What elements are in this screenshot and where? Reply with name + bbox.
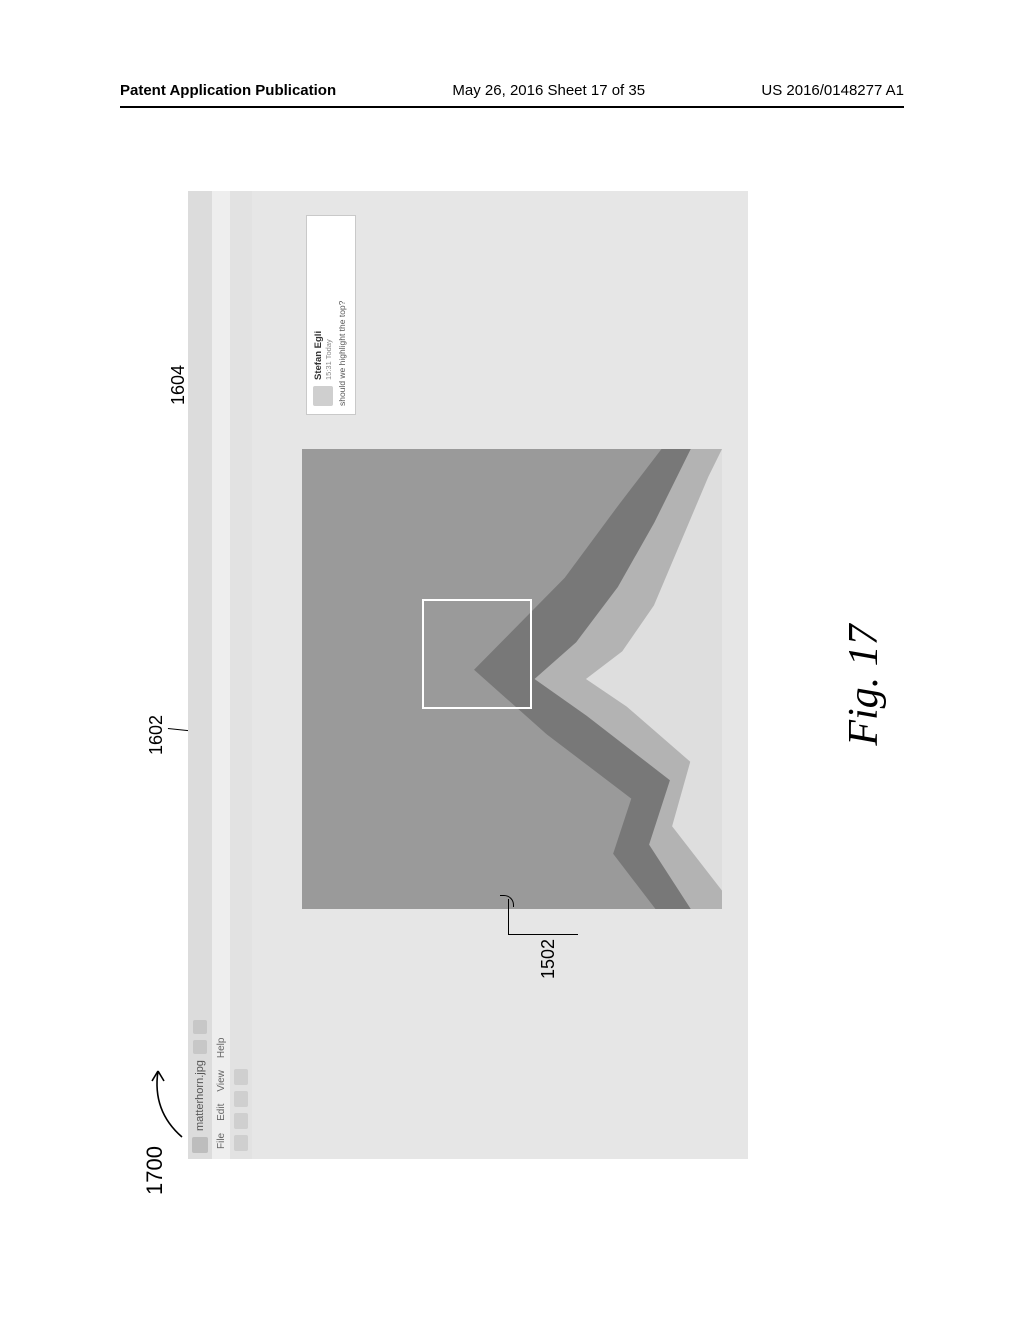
- header-left: Patent Application Publication: [120, 82, 336, 99]
- ref-1700-arrow-icon: [144, 1061, 194, 1141]
- figure-caption: Fig. 17: [840, 624, 888, 745]
- commenter-name: Stefan Egli: [313, 331, 324, 380]
- ref-1602-label: 1602: [146, 715, 167, 755]
- star-icon[interactable]: [193, 1040, 207, 1054]
- highlight-box[interactable]: [422, 599, 532, 709]
- ref-1604-label: 1604: [168, 365, 189, 405]
- comment-time: 15:31 Today: [324, 331, 333, 380]
- ref-1502-leader-a: [508, 899, 578, 935]
- comment-panel[interactable]: Stefan Egli 15:31 Today should we highli…: [306, 215, 356, 415]
- toolbar-zoom-icon[interactable]: [234, 1113, 248, 1129]
- window-title: matterhorn.jpg: [194, 1060, 206, 1131]
- header-divider: [120, 106, 904, 108]
- ref-1502-label: 1502: [538, 939, 559, 979]
- comment-body: should we highlight the top?: [337, 224, 347, 406]
- comment-meta: Stefan Egli 15:31 Today: [313, 331, 333, 380]
- figure-container: 1700 1602 1604 matterhorn.jpg File Edit …: [120, 150, 904, 1220]
- header-center: May 26, 2016 Sheet 17 of 35: [452, 82, 645, 99]
- menu-view[interactable]: View: [216, 1070, 227, 1092]
- header-right: US 2016/0148277 A1: [761, 82, 904, 99]
- page-header: Patent Application Publication May 26, 2…: [120, 82, 904, 99]
- toolbar: [230, 191, 252, 1159]
- comment-header: Stefan Egli 15:31 Today: [313, 224, 333, 406]
- app-icon: [192, 1137, 208, 1153]
- app-window: matterhorn.jpg File Edit View Help: [188, 191, 748, 1159]
- ref-1700-label: 1700: [142, 1146, 168, 1195]
- title-bar: matterhorn.jpg: [188, 191, 212, 1159]
- toolbar-grid-icon[interactable]: [234, 1091, 248, 1107]
- menu-edit[interactable]: Edit: [216, 1104, 227, 1121]
- image-view[interactable]: [302, 449, 722, 909]
- menu-bar: File Edit View Help: [212, 191, 230, 1159]
- toolbar-back-icon[interactable]: [234, 1135, 248, 1151]
- avatar: [313, 386, 333, 406]
- main-area: Stefan Egli 15:31 Today should we highli…: [252, 191, 748, 1159]
- share-icon[interactable]: [193, 1020, 207, 1034]
- rotated-figure: 1700 1602 1604 matterhorn.jpg File Edit …: [152, 175, 872, 1195]
- menu-help[interactable]: Help: [216, 1038, 227, 1059]
- toolbar-more-icon[interactable]: [234, 1069, 248, 1085]
- menu-file[interactable]: File: [216, 1133, 227, 1149]
